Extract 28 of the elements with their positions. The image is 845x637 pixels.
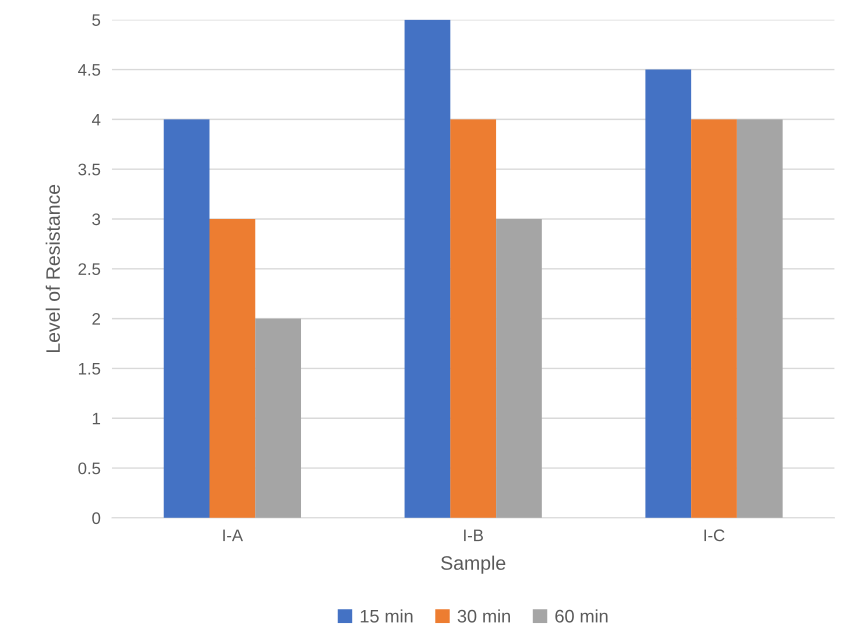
x-tick-label: I-B xyxy=(464,530,483,542)
legend-label: 30 min xyxy=(458,609,510,623)
y-tick-label: 0 xyxy=(92,512,100,524)
legend-label: 60 min xyxy=(555,609,608,623)
y-axis-title: Level of Resistance xyxy=(46,184,60,352)
x-tick-label: I-C xyxy=(704,529,724,542)
bar xyxy=(645,70,692,518)
bar xyxy=(404,20,450,518)
y-tick-label: 4.5 xyxy=(78,64,100,76)
y-tick-label: 5 xyxy=(92,14,100,26)
y-tick-label: 2 xyxy=(92,313,100,325)
y-tick-label: 4 xyxy=(92,114,100,126)
legend-label: 15 min xyxy=(360,609,412,623)
x-axis-title: Sample xyxy=(441,556,506,574)
bar xyxy=(450,119,496,518)
y-tick-label: 2.5 xyxy=(78,263,100,276)
bar xyxy=(164,119,210,518)
y-tick-label: 1 xyxy=(92,412,100,424)
x-tick-label: I-A xyxy=(223,530,243,542)
bar xyxy=(691,119,737,518)
bar xyxy=(255,318,302,518)
bar xyxy=(209,219,256,518)
y-tick-label: 1.5 xyxy=(78,363,100,375)
y-tick-label: 3 xyxy=(92,213,100,226)
y-tick-label: 3.5 xyxy=(78,164,100,176)
bar xyxy=(736,119,783,518)
bar xyxy=(496,219,542,518)
y-tick-label: 0.5 xyxy=(78,462,100,474)
